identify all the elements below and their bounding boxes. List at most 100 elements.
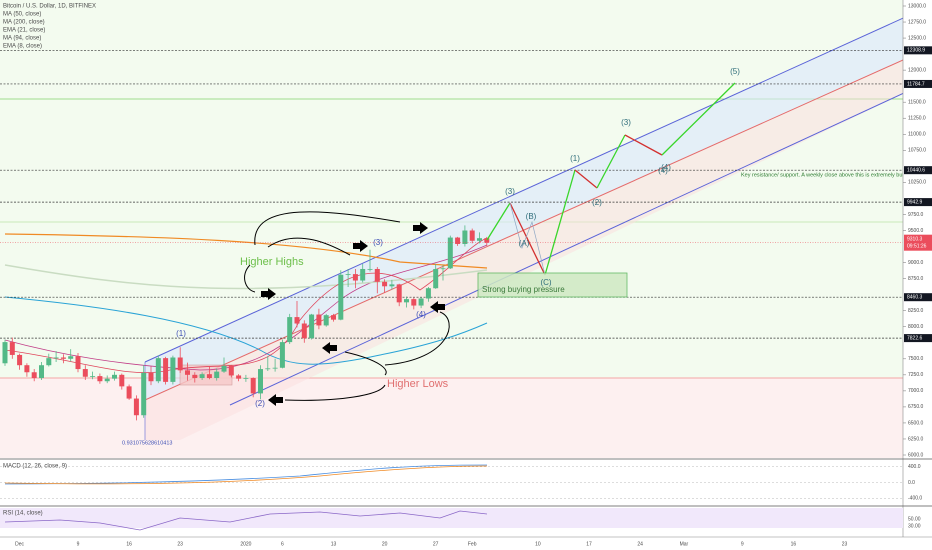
bg-upper xyxy=(0,0,903,378)
candle-body xyxy=(440,268,446,270)
panel-tick-label: 30.00 xyxy=(908,524,921,530)
candle-body xyxy=(447,237,453,269)
candle-body xyxy=(331,315,336,320)
candle-body xyxy=(316,314,322,326)
arrows xyxy=(261,222,445,406)
y-tick-label: 11250.0 xyxy=(908,116,926,122)
indicator-label: MA (50, close) xyxy=(3,12,41,18)
level-tag xyxy=(904,293,932,302)
candle-body xyxy=(411,299,417,306)
freehand xyxy=(344,351,387,376)
x-tick-label: 23 xyxy=(842,541,848,547)
candle-body xyxy=(126,386,132,399)
candle-body xyxy=(287,317,293,343)
candle-body xyxy=(265,368,271,370)
candle-body xyxy=(75,356,81,370)
x-tick-label: 23 xyxy=(177,541,183,547)
candle-body xyxy=(60,357,66,359)
candle-body xyxy=(97,376,103,382)
candle-body xyxy=(148,372,154,382)
level-tag xyxy=(904,79,932,88)
candle-body xyxy=(192,374,198,379)
candle-body xyxy=(484,238,490,243)
wave-label: (B) xyxy=(526,212,537,221)
rsi-line xyxy=(4,510,488,531)
ma-200 xyxy=(4,233,488,269)
level-tag xyxy=(904,166,932,175)
y-tick-label: 9750.0 xyxy=(908,212,924,218)
wave-label: (2) xyxy=(255,399,265,408)
channel-line xyxy=(144,4,932,363)
x-tick-label: 17 xyxy=(586,541,592,547)
wave-down xyxy=(624,134,663,156)
wave-label: (1) xyxy=(176,329,186,338)
x-tick-label: 6 xyxy=(281,541,284,547)
y-tick-label: 11000.0 xyxy=(908,132,926,138)
wave-down xyxy=(574,169,598,189)
candle-body xyxy=(155,358,161,382)
candle-body xyxy=(2,342,8,364)
freehand xyxy=(244,264,256,293)
x-tick-label: 20 xyxy=(382,541,388,547)
freehand xyxy=(267,237,351,256)
candle-body xyxy=(228,365,234,376)
candle-body xyxy=(199,374,205,379)
candle-body xyxy=(133,398,139,416)
candle-body xyxy=(469,230,475,241)
y-tick-label: 8250.0 xyxy=(908,308,924,314)
x-tick-label: Dec xyxy=(15,541,24,547)
candle-body xyxy=(345,274,351,275)
panel-tick-label: 50.00 xyxy=(908,516,921,522)
wave-up xyxy=(486,202,511,241)
level-label: 8460.3 xyxy=(907,295,923,301)
candle-body xyxy=(163,358,169,382)
x-tick-label: 16 xyxy=(791,541,797,547)
candle-body xyxy=(206,374,212,379)
candle-body xyxy=(396,284,402,303)
y-tick-label: 10750.0 xyxy=(908,148,926,154)
y-tick-label: 6750.0 xyxy=(908,404,924,410)
candle-body xyxy=(24,365,30,373)
y-tick-label: 7250.0 xyxy=(908,372,924,378)
indicator-label: MA (94, close) xyxy=(3,36,41,42)
level-label: 12308.9 xyxy=(907,48,925,54)
panel-tick-label: 0.0 xyxy=(908,480,915,486)
candle-body xyxy=(404,299,409,303)
level-label: 7822.6 xyxy=(907,335,923,341)
candle-body xyxy=(170,357,176,382)
candle-body xyxy=(279,342,285,368)
macd-line xyxy=(4,464,488,485)
wave-up xyxy=(544,169,576,276)
candle-body xyxy=(352,274,358,281)
chart-title: Bitcoin / U.S. Dollar, 1D, BITFINEX xyxy=(3,4,96,10)
panel-title: RSI (14, close) xyxy=(3,511,43,517)
y-tick-label: 12500.0 xyxy=(908,35,926,41)
y-tick-label: 12000.0 xyxy=(908,67,926,73)
candle-body xyxy=(112,374,117,379)
wave-label: (4) xyxy=(658,166,668,175)
candle-body xyxy=(323,315,329,326)
level-tag xyxy=(904,46,932,55)
x-tick-label: 13 xyxy=(331,541,337,547)
x-tick-label: 9 xyxy=(741,541,744,547)
wave-down xyxy=(509,202,546,276)
candle-body xyxy=(382,281,388,287)
arrow xyxy=(413,222,428,234)
x-tick-label: 24 xyxy=(637,541,643,547)
arrow xyxy=(430,301,445,313)
ma-94 xyxy=(4,264,488,290)
level-tag xyxy=(904,334,932,343)
wave-label: (2) xyxy=(592,198,602,207)
y-tick-label: 11500.0 xyxy=(908,100,926,106)
candle-body xyxy=(309,314,315,339)
annotation: Higher Highs xyxy=(240,256,304,268)
wave-up xyxy=(596,134,626,189)
wave-labels: (1)(2)(3)(4)(3)(4)(A)(B)(C)(1)(2)(3)(4)(… xyxy=(176,67,740,408)
candle-body xyxy=(119,374,125,387)
candle-body xyxy=(250,378,256,394)
y-tick-label: 9000.0 xyxy=(908,260,924,266)
countdown: 09:51:26 xyxy=(907,244,927,250)
wave-label: (3) xyxy=(505,187,515,196)
candle-body xyxy=(221,365,227,372)
